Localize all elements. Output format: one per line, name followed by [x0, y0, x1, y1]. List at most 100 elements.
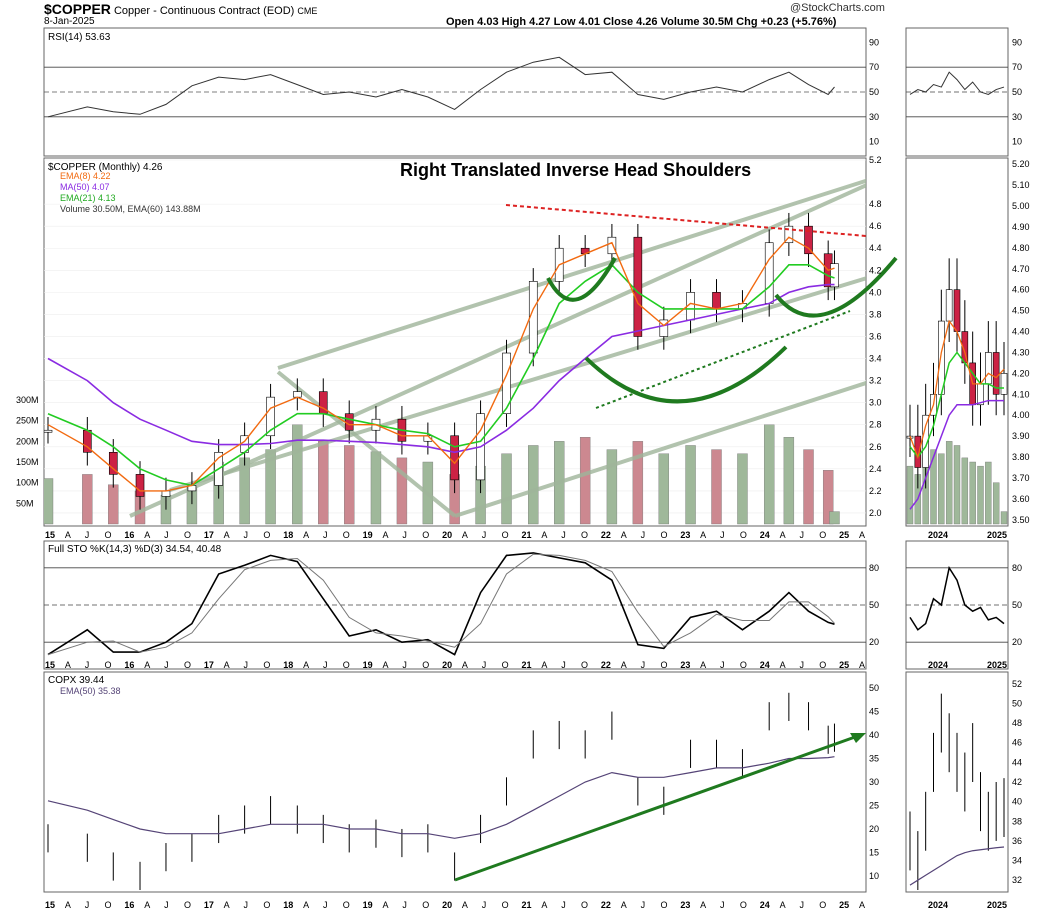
x-axis-label: 25: [839, 530, 849, 540]
x-axis-label: O: [660, 900, 667, 910]
volume-bar: [829, 511, 840, 525]
x-axis-label: O: [105, 530, 112, 540]
x-axis-label: 18: [283, 660, 293, 670]
side-volume-bar: [945, 441, 953, 525]
side-price-tick: 4.30: [1012, 347, 1030, 357]
side-copx-tick: 46: [1012, 738, 1022, 748]
x-axis-label: O: [263, 900, 270, 910]
x-axis-label: O: [740, 530, 747, 540]
volume-bar: [82, 474, 93, 525]
side-rsi-tick: 70: [1012, 62, 1022, 72]
x-axis-label: O: [502, 900, 509, 910]
head-arc: [584, 345, 788, 404]
candle-body: [344, 413, 354, 431]
side-price-tick: 3.90: [1012, 431, 1030, 441]
volume-bar: [763, 424, 775, 525]
x-axis-label: J: [323, 660, 328, 670]
x-axis-label: O: [422, 660, 429, 670]
side-price-tick: 4.60: [1012, 285, 1030, 295]
x-axis-label: 24: [760, 660, 770, 670]
x-axis-label: A: [700, 530, 706, 540]
x-axis-label: J: [641, 660, 646, 670]
side-price-tick: 4.50: [1012, 306, 1030, 316]
x-axis-label: O: [819, 660, 826, 670]
side-price-tick: 4.40: [1012, 327, 1030, 337]
copx-tick-label: 15: [869, 847, 879, 857]
x-axis-label: 18: [283, 900, 293, 910]
side-rsi-tick: 50: [1012, 87, 1022, 97]
pattern-drawings: [505, 204, 898, 409]
x-axis-label: O: [502, 660, 509, 670]
side-price-tick: 3.80: [1012, 452, 1030, 462]
rsi-tick-label: 10: [869, 137, 879, 147]
x-axis-label: A: [700, 900, 706, 910]
side-rsi-line: [909, 71, 1005, 96]
x-axis-label: O: [581, 660, 588, 670]
ema8-line: [47, 236, 835, 492]
rsi-series-line: [47, 56, 835, 118]
x-axis-label: J: [85, 530, 90, 540]
x-axis-label: A: [383, 900, 389, 910]
x-axis-label: A: [859, 900, 865, 910]
x-axis-label: J: [720, 530, 725, 540]
x-axis-label: A: [541, 530, 547, 540]
x-axis-label: A: [144, 530, 150, 540]
side-candle-body: [992, 352, 1000, 395]
channel-bottom-line: [454, 380, 866, 518]
volume-tick-label: 150M: [16, 457, 39, 467]
price-label: $COPPER (Monthly) 4.26: [48, 162, 163, 173]
x-axis-labels: 15 A J O 16 A J O 17 A J O 18 A J O 19 A J O 20 A J O 21 A J O 22 A J O…: [45, 530, 865, 910]
side-price-tick: 4.90: [1012, 222, 1030, 232]
moving-averages: [47, 236, 835, 492]
side-price-tick: 4.20: [1012, 368, 1030, 378]
x-axis-label: 23: [680, 900, 690, 910]
x-axis-label: J: [561, 900, 566, 910]
side-copx-tick: 38: [1012, 816, 1022, 826]
copx-tick-label: 20: [869, 824, 879, 834]
x-axis-label: 21: [521, 900, 531, 910]
x-axis-label: 16: [124, 660, 134, 670]
price-tick-label: 2.2: [869, 486, 882, 496]
side-rsi-tick: 10: [1012, 137, 1022, 147]
x-axis-label: A: [65, 660, 71, 670]
price-tick-label: 4.4: [869, 243, 882, 253]
volume-bar: [44, 478, 54, 525]
side-price-tick: 4.80: [1012, 243, 1030, 253]
price-tick-label: 3.2: [869, 376, 882, 386]
pattern-annotation: Right Translated Inverse Head Shoulders: [400, 160, 751, 180]
copx-label: COPX 39.44: [48, 675, 105, 686]
x-axis-label: J: [164, 660, 169, 670]
copx-tick-label: 25: [869, 800, 879, 810]
side-volume-bar: [906, 465, 914, 525]
side-volume-bar: [992, 482, 1000, 525]
side-x-label: 2024: [928, 660, 948, 670]
side-price-tick: 5.20: [1012, 159, 1030, 169]
price-tick-label: 2.8: [869, 420, 882, 430]
side-price-tick: 5.00: [1012, 201, 1030, 211]
side-copx-tick: 52: [1012, 679, 1022, 689]
side-volume-bar: [930, 449, 937, 525]
volume-tick-label: 100M: [16, 478, 39, 488]
candle-body: [266, 396, 275, 437]
side-ma50-line: [909, 399, 1004, 510]
side-sto-tick: 50: [1012, 600, 1022, 610]
x-axis-label: J: [561, 660, 566, 670]
price-tick-label: 2.6: [869, 442, 882, 452]
x-axis-label: 21: [521, 530, 531, 540]
side-copx-tick: 44: [1012, 757, 1022, 767]
volume-bar: [685, 445, 696, 525]
side-price-tick: 3.70: [1012, 473, 1030, 483]
x-axis-label: 22: [601, 900, 611, 910]
x-axis-label: A: [859, 660, 865, 670]
volume-tick-label: 300M: [16, 395, 39, 405]
left-shoulder-arc: [546, 257, 617, 302]
x-axis-label: A: [144, 900, 150, 910]
x-axis-label: 23: [680, 530, 690, 540]
side-copx-tick: 40: [1012, 797, 1022, 807]
x-axis-label: O: [581, 530, 588, 540]
x-axis-label: A: [621, 530, 627, 540]
x-axis-label: 16: [124, 530, 134, 540]
x-axis-label: J: [323, 900, 328, 910]
side-copx-tick: 34: [1012, 856, 1022, 866]
side-price-tick: 4.10: [1012, 389, 1030, 399]
